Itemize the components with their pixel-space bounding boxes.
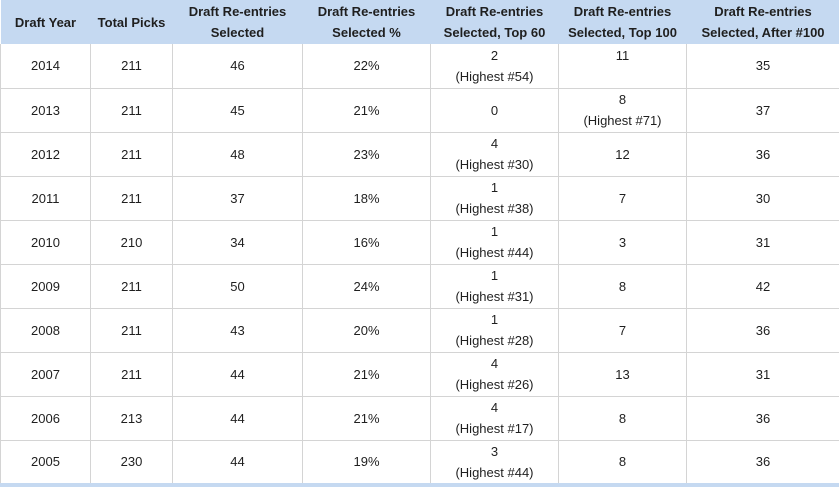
cell-after100: 36 xyxy=(686,396,839,441)
cell-top100: 3 xyxy=(558,220,687,265)
cell-top100: 8 (Highest #71) xyxy=(558,88,687,133)
cell-selected-pct: 18% xyxy=(302,176,431,221)
cell-top60: 4 (Highest #26) xyxy=(430,352,559,397)
cell-year: 2009 xyxy=(0,264,91,309)
cell-total-picks: 213 xyxy=(90,396,173,441)
cell-selected: 34 xyxy=(172,220,303,265)
cell-top60: 3 (Highest #44) xyxy=(430,440,559,487)
cell-year: 2008 xyxy=(0,308,91,353)
cell-top100: 11 xyxy=(558,44,687,89)
cell-selected: 44 xyxy=(172,440,303,487)
cell-year: 2007 xyxy=(0,352,91,397)
table-row: 2010 210 34 16% 1 (Highest #44) 3 31 xyxy=(0,220,839,265)
cell-top100: 8 xyxy=(558,440,687,487)
cell-selected: 44 xyxy=(172,352,303,397)
cell-after100: 30 xyxy=(686,176,839,221)
cell-top100: 12 xyxy=(558,132,687,177)
cell-after100: 31 xyxy=(686,352,839,397)
cell-after100: 31 xyxy=(686,220,839,265)
cell-selected-pct: 20% xyxy=(302,308,431,353)
cell-year: 2014 xyxy=(0,44,91,89)
header-draft-year: Draft Year xyxy=(0,0,91,44)
cell-selected-pct: 21% xyxy=(302,396,431,441)
header-row: Draft Year Total Picks Draft Re-entries S… xyxy=(0,0,839,44)
cell-selected-pct: 22% xyxy=(302,44,431,89)
cell-top60: 1 (Highest #31) xyxy=(430,264,559,309)
cell-top60: 4 (Highest #17) xyxy=(430,396,559,441)
table-body: 2014 211 46 22% 2 (Highest #54) 11 35 201… xyxy=(0,44,839,487)
cell-total-picks: 211 xyxy=(90,44,173,89)
table-row: 2005 230 44 19% 3 (Highest #44) 8 36 xyxy=(0,440,839,487)
cell-after100: 37 xyxy=(686,88,839,133)
cell-top60: 4 (Highest #30) xyxy=(430,132,559,177)
table-row: 2007 211 44 21% 4 (Highest #26) 13 31 xyxy=(0,352,839,397)
cell-selected: 37 xyxy=(172,176,303,221)
cell-after100: 36 xyxy=(686,308,839,353)
cell-year: 2013 xyxy=(0,88,91,133)
table-row: 2013 211 45 21% 0 8 (Highest #71) 37 xyxy=(0,88,839,133)
header-reentries-top100: Draft Re-entries Selected, Top 100 xyxy=(558,0,687,44)
header-reentries-top60: Draft Re-entries Selected, Top 60 xyxy=(430,0,559,44)
cell-after100: 36 xyxy=(686,132,839,177)
header-reentries-after100: Draft Re-entries Selected, After #100 xyxy=(686,0,839,44)
cell-top60: 2 (Highest #54) xyxy=(430,44,559,89)
cell-total-picks: 211 xyxy=(90,352,173,397)
cell-total-picks: 211 xyxy=(90,264,173,309)
cell-top100: 8 xyxy=(558,396,687,441)
cell-selected-pct: 19% xyxy=(302,440,431,487)
table-header: Draft Year Total Picks Draft Re-entries S… xyxy=(0,0,839,44)
cell-year: 2005 xyxy=(0,440,91,487)
cell-total-picks: 211 xyxy=(90,176,173,221)
cell-top100: 8 xyxy=(558,264,687,309)
cell-top100: 13 xyxy=(558,352,687,397)
cell-top60: 1 (Highest #38) xyxy=(430,176,559,221)
cell-selected: 48 xyxy=(172,132,303,177)
cell-selected-pct: 16% xyxy=(302,220,431,265)
cell-after100: 35 xyxy=(686,44,839,89)
cell-selected: 44 xyxy=(172,396,303,441)
cell-year: 2011 xyxy=(0,176,91,221)
cell-top60: 1 (Highest #28) xyxy=(430,308,559,353)
cell-total-picks: 211 xyxy=(90,132,173,177)
table-row: 2012 211 48 23% 4 (Highest #30) 12 36 xyxy=(0,132,839,177)
cell-selected-pct: 24% xyxy=(302,264,431,309)
cell-after100: 36 xyxy=(686,440,839,487)
cell-selected: 43 xyxy=(172,308,303,353)
table-row: 2009 211 50 24% 1 (Highest #31) 8 42 xyxy=(0,264,839,309)
cell-top100: 7 xyxy=(558,308,687,353)
cell-year: 2006 xyxy=(0,396,91,441)
cell-selected-pct: 23% xyxy=(302,132,431,177)
cell-selected: 45 xyxy=(172,88,303,133)
table-row: 2011 211 37 18% 1 (Highest #38) 7 30 xyxy=(0,176,839,221)
cell-selected: 50 xyxy=(172,264,303,309)
header-total-picks: Total Picks xyxy=(90,0,173,44)
cell-selected-pct: 21% xyxy=(302,88,431,133)
cell-year: 2012 xyxy=(0,132,91,177)
cell-top60: 1 (Highest #44) xyxy=(430,220,559,265)
table-row: 2014 211 46 22% 2 (Highest #54) 11 35 xyxy=(0,44,839,89)
cell-selected: 46 xyxy=(172,44,303,89)
cell-year: 2010 xyxy=(0,220,91,265)
cell-selected-pct: 21% xyxy=(302,352,431,397)
cell-total-picks: 211 xyxy=(90,308,173,353)
cell-total-picks: 210 xyxy=(90,220,173,265)
header-reentries-selected-pct: Draft Re-entries Selected % xyxy=(302,0,431,44)
cell-top100: 7 xyxy=(558,176,687,221)
cell-total-picks: 211 xyxy=(90,88,173,133)
table-row: 2006 213 44 21% 4 (Highest #17) 8 36 xyxy=(0,396,839,441)
table-row: 2008 211 43 20% 1 (Highest #28) 7 36 xyxy=(0,308,839,353)
cell-total-picks: 230 xyxy=(90,440,173,487)
cell-after100: 42 xyxy=(686,264,839,309)
cell-top60: 0 xyxy=(430,88,559,133)
header-reentries-selected: Draft Re-entries Selected xyxy=(172,0,303,44)
